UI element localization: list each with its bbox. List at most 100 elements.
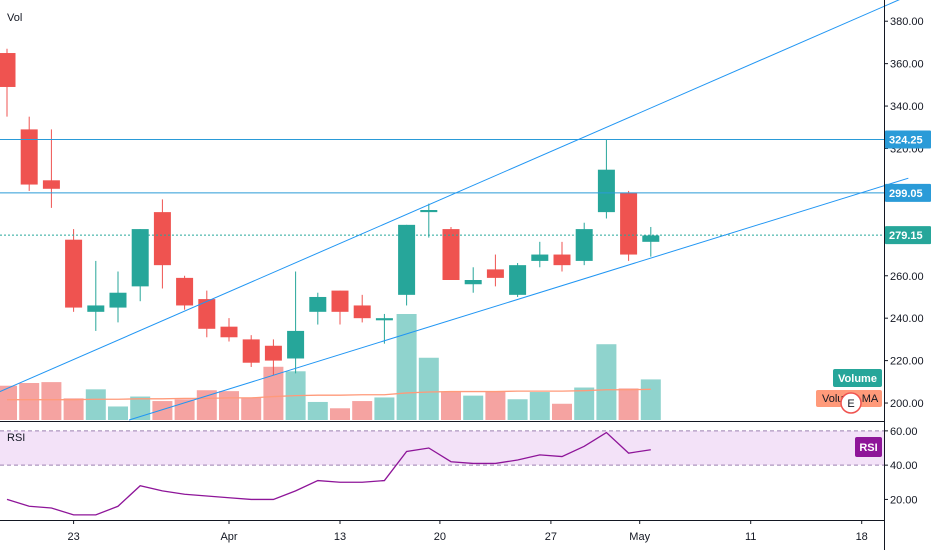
candle[interactable]	[509, 263, 527, 297]
candle-body	[65, 239, 83, 308]
volume-bar	[396, 314, 417, 420]
volume-bar	[596, 344, 617, 420]
candle-body	[153, 212, 171, 266]
time-axis-label: May	[629, 531, 650, 543]
last-price-tag	[885, 226, 931, 245]
rsi-badge	[855, 437, 882, 457]
candle-body	[220, 326, 238, 338]
candle[interactable]	[198, 290, 216, 338]
candle[interactable]	[264, 339, 282, 376]
candle[interactable]	[375, 313, 393, 344]
candle-body	[642, 235, 660, 242]
candle[interactable]	[642, 226, 660, 257]
candle[interactable]	[353, 294, 371, 323]
candle[interactable]	[153, 199, 171, 289]
volume-bar	[219, 391, 239, 420]
volume-bar	[85, 389, 106, 420]
candle[interactable]	[131, 229, 149, 302]
candle-body	[264, 345, 282, 361]
candle-body	[420, 210, 438, 213]
candle[interactable]	[486, 254, 504, 287]
volume-bar	[618, 388, 639, 420]
candle[interactable]	[0, 48, 16, 117]
rsi-pane-label: RSI	[7, 432, 25, 444]
volume-bar	[352, 401, 373, 420]
rsi-axis-label: 40.00	[890, 460, 918, 472]
candle-body	[176, 277, 194, 306]
volume-bar	[19, 383, 40, 420]
price-axis-label: 220.00	[890, 356, 924, 368]
candle[interactable]	[20, 116, 38, 191]
candle[interactable]	[575, 222, 593, 266]
horizontal-line-price-tag-label: 299.05	[889, 188, 923, 200]
candle[interactable]	[420, 203, 438, 238]
horizontal-line-price-tag-label: 324.25	[889, 134, 923, 146]
candle-body	[198, 299, 216, 329]
time-axis-label: 23	[67, 531, 79, 543]
candle[interactable]	[398, 224, 416, 306]
candle-body	[531, 254, 549, 261]
candle[interactable]	[87, 260, 105, 331]
price-pane-label: Vol	[7, 12, 22, 24]
horizontal-line-price-tag	[885, 183, 931, 202]
candle-body	[109, 292, 127, 308]
volume-bar	[507, 399, 528, 420]
candle[interactable]	[65, 229, 83, 312]
candle-body	[20, 129, 38, 185]
candle[interactable]	[531, 241, 549, 268]
candle[interactable]	[442, 226, 460, 280]
candle[interactable]	[309, 292, 327, 325]
trendline[interactable]	[0, 0, 908, 403]
volume-bar	[330, 408, 350, 420]
rsi-badge-label: RSI	[859, 442, 877, 454]
volume-bar	[441, 392, 461, 420]
rsi-axis-label: 60.00	[890, 426, 918, 438]
time-axis-label: 27	[545, 531, 557, 543]
candle-body	[398, 224, 416, 295]
candle[interactable]	[176, 275, 194, 310]
rsi-band	[0, 430, 884, 466]
candle-body	[0, 53, 16, 87]
candle-body	[620, 193, 638, 255]
candle-body	[131, 229, 149, 287]
candle-body	[287, 330, 305, 359]
candle[interactable]	[620, 190, 638, 261]
candle-body	[575, 229, 593, 261]
volume-ma-line	[7, 388, 651, 401]
candle-body	[464, 280, 482, 285]
price-axis-label: 260.00	[890, 271, 924, 283]
last-price-tag-label: 279.15	[889, 230, 923, 242]
candle[interactable]	[331, 290, 349, 325]
candle[interactable]	[42, 129, 60, 208]
volume-bar	[640, 379, 661, 420]
candle[interactable]	[287, 271, 305, 374]
candle-body	[242, 339, 260, 363]
volume-bar	[130, 396, 151, 420]
candle[interactable]	[109, 271, 127, 323]
horizontal-line-price-tag	[885, 130, 931, 149]
candle[interactable]	[464, 267, 482, 293]
price-pane[interactable]	[0, 0, 884, 420]
volume-bar	[63, 398, 84, 420]
candle-body	[42, 180, 60, 189]
candle-body	[87, 305, 105, 312]
candle[interactable]	[220, 318, 238, 342]
volume-bar	[263, 366, 284, 420]
rsi-axis-label: 20.00	[890, 494, 918, 506]
earnings-event-marker[interactable]	[840, 392, 862, 414]
candle-body	[486, 269, 504, 278]
candle[interactable]	[242, 335, 260, 367]
trendline[interactable]	[128, 177, 909, 421]
candle[interactable]	[597, 140, 615, 219]
volume-bar	[196, 390, 217, 420]
volume-bar	[463, 395, 484, 420]
volume-bar	[574, 387, 595, 420]
candle-body	[553, 254, 571, 266]
candle[interactable]	[553, 241, 571, 272]
price-axis-label: 340.00	[890, 101, 924, 113]
volume-bar	[152, 401, 173, 420]
price-axis-label: 380.00	[890, 16, 924, 28]
volume-bar	[374, 397, 395, 420]
candle-body	[309, 296, 327, 312]
